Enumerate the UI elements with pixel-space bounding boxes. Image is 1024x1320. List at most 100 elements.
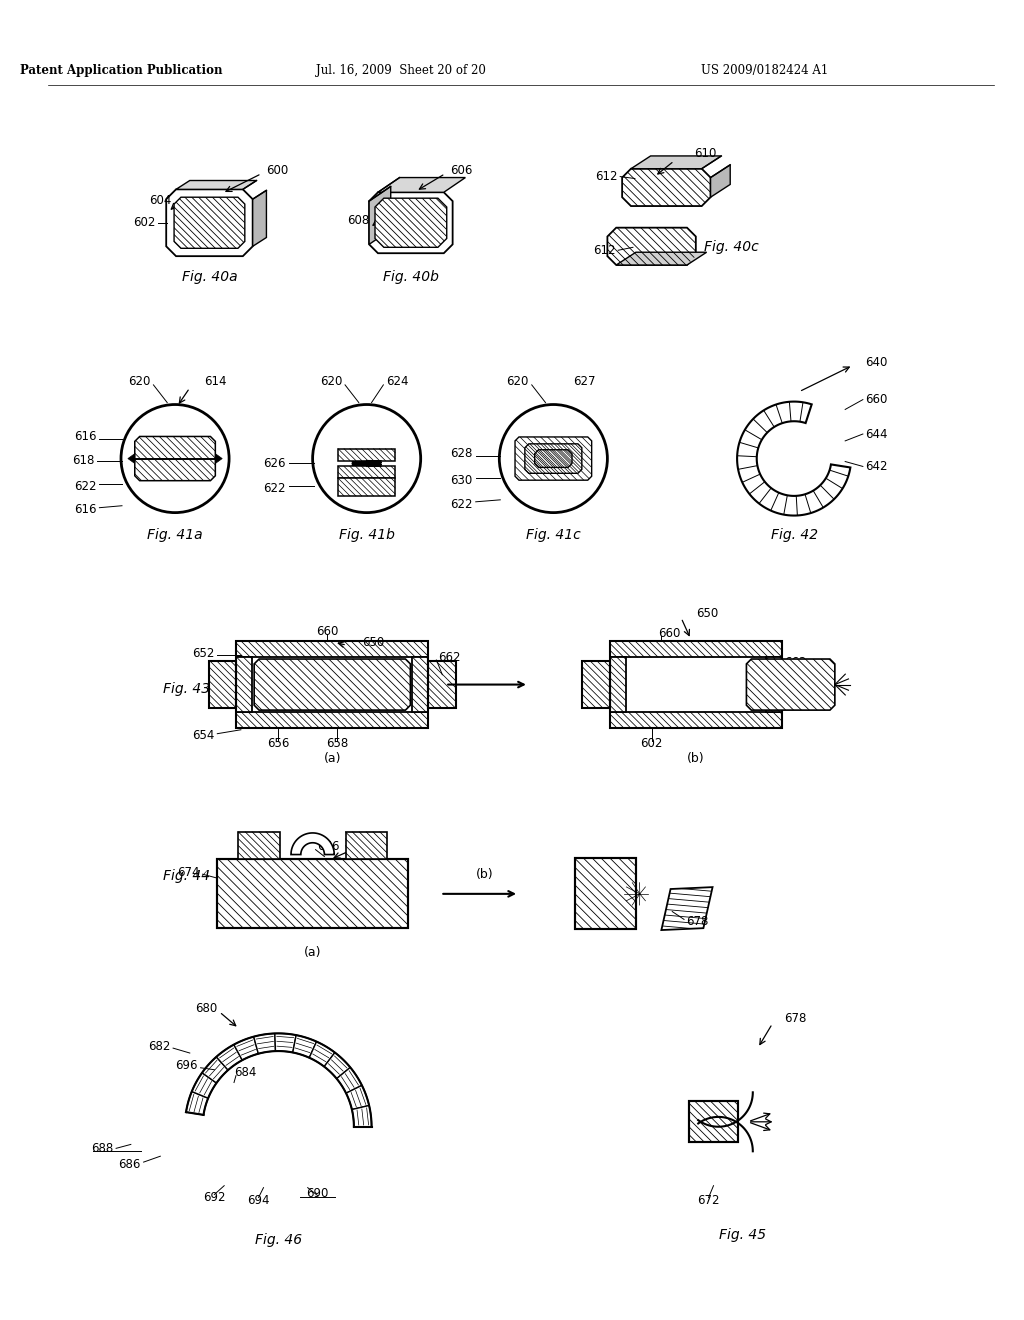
Text: (a): (a)	[304, 946, 322, 960]
Bar	[345, 832, 387, 859]
Polygon shape	[525, 444, 582, 474]
Text: 658: 658	[326, 737, 348, 750]
Text: 660: 660	[316, 624, 339, 638]
Text: 680: 680	[195, 1002, 217, 1015]
Text: Fig. 44: Fig. 44	[163, 869, 210, 883]
Text: 692: 692	[203, 1191, 225, 1204]
Text: 620: 620	[507, 375, 528, 388]
Bar	[217, 859, 409, 928]
Text: 630: 630	[451, 474, 473, 487]
Text: 662: 662	[438, 651, 461, 664]
Bar	[610, 711, 781, 727]
Text: 612: 612	[593, 244, 615, 257]
Text: 616: 616	[74, 430, 96, 444]
Bar	[413, 657, 428, 711]
Polygon shape	[254, 1034, 275, 1053]
Polygon shape	[346, 1085, 369, 1110]
Text: 650: 650	[361, 636, 384, 649]
Polygon shape	[291, 833, 334, 854]
Text: Fig. 46: Fig. 46	[255, 1233, 302, 1246]
Bar	[689, 1101, 738, 1142]
Text: 618: 618	[72, 454, 94, 467]
Polygon shape	[515, 437, 592, 480]
Polygon shape	[369, 193, 453, 253]
Text: 672: 672	[237, 841, 259, 853]
Text: 678: 678	[686, 915, 709, 928]
Bar	[209, 661, 237, 708]
Polygon shape	[616, 252, 707, 265]
Bar	[209, 661, 237, 708]
Text: (a): (a)	[324, 752, 341, 764]
Text: 682: 682	[147, 1040, 170, 1052]
Text: 650: 650	[696, 607, 718, 620]
Text: Fig. 43: Fig. 43	[163, 682, 210, 697]
Bar	[237, 642, 428, 727]
Text: (b): (b)	[687, 752, 705, 764]
Text: Fig. 41a: Fig. 41a	[147, 528, 203, 543]
Text: 674: 674	[177, 866, 200, 879]
Text: 604: 604	[148, 194, 171, 207]
Text: 670: 670	[359, 842, 382, 855]
Text: 660: 660	[865, 393, 887, 407]
Text: 620: 620	[319, 375, 342, 388]
Polygon shape	[191, 1073, 216, 1098]
Text: 696: 696	[175, 1060, 198, 1072]
Bar	[428, 661, 456, 708]
Text: 624: 624	[386, 375, 409, 388]
Text: Fig. 40b: Fig. 40b	[383, 269, 439, 284]
Text: 614: 614	[205, 375, 227, 388]
Text: 684: 684	[234, 1067, 256, 1080]
Text: 622: 622	[451, 498, 473, 511]
Text: 628: 628	[451, 447, 473, 461]
Text: 627: 627	[573, 375, 596, 388]
Text: 620: 620	[128, 375, 151, 388]
Text: 672: 672	[697, 1193, 720, 1206]
Text: 654: 654	[191, 729, 214, 742]
Bar	[338, 478, 395, 496]
Polygon shape	[254, 659, 411, 710]
Text: Fig. 41c: Fig. 41c	[526, 528, 581, 543]
Text: Fig. 42: Fig. 42	[770, 528, 817, 543]
Polygon shape	[128, 454, 135, 463]
Circle shape	[121, 404, 229, 512]
Text: 686: 686	[119, 1158, 140, 1171]
Text: Fig. 40a: Fig. 40a	[181, 269, 238, 284]
Text: 602: 602	[133, 216, 156, 230]
Polygon shape	[631, 156, 721, 169]
Text: 616: 616	[74, 503, 96, 516]
Text: 656: 656	[267, 737, 290, 750]
Text: 688: 688	[91, 1142, 113, 1155]
Circle shape	[500, 404, 607, 512]
Polygon shape	[135, 437, 215, 480]
Text: 678: 678	[784, 1012, 807, 1026]
Text: Fig. 45: Fig. 45	[720, 1228, 767, 1242]
Bar	[583, 661, 610, 708]
Polygon shape	[186, 1092, 208, 1115]
Polygon shape	[293, 1035, 316, 1057]
Text: 644: 644	[865, 428, 888, 441]
Polygon shape	[216, 1044, 243, 1071]
Polygon shape	[369, 186, 391, 244]
Bar	[237, 642, 428, 657]
Polygon shape	[309, 1041, 335, 1067]
Polygon shape	[535, 450, 572, 467]
Text: 676: 676	[317, 841, 340, 853]
Text: 612: 612	[595, 170, 617, 183]
Text: Jul. 16, 2009  Sheet 20 of 20: Jul. 16, 2009 Sheet 20 of 20	[316, 63, 486, 77]
Text: 622: 622	[74, 479, 96, 492]
Bar	[217, 859, 409, 928]
Text: 690: 690	[306, 1187, 329, 1200]
Polygon shape	[662, 887, 713, 931]
Circle shape	[312, 404, 421, 512]
Polygon shape	[375, 198, 446, 247]
Polygon shape	[176, 181, 257, 189]
Polygon shape	[166, 189, 253, 256]
Polygon shape	[746, 659, 835, 710]
Polygon shape	[607, 227, 696, 265]
Polygon shape	[233, 1036, 258, 1060]
Bar	[237, 711, 428, 727]
Text: Patent Application Publication: Patent Application Publication	[19, 63, 222, 77]
Bar	[239, 832, 280, 859]
Bar	[237, 657, 252, 711]
Polygon shape	[215, 454, 222, 463]
